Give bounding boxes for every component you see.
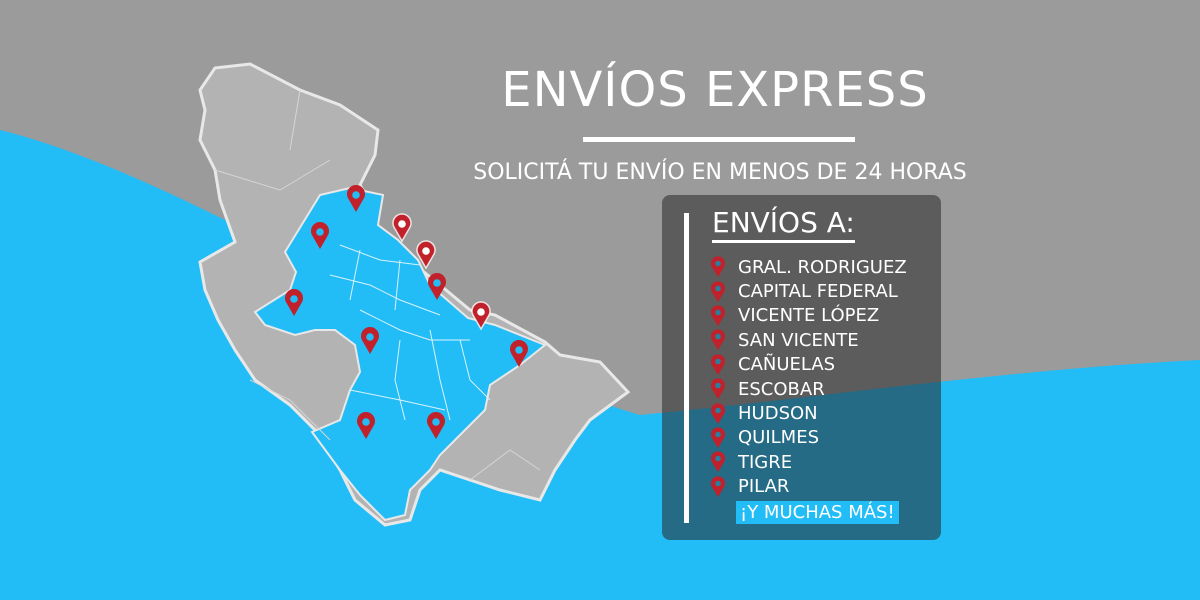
destination-item: VICENTE LÓPEZ: [710, 304, 907, 328]
destination-label: ESCOBAR: [738, 378, 825, 400]
destination-item: PILAR: [710, 475, 907, 499]
map-pins: [285, 185, 528, 439]
destination-item: ESCOBAR: [710, 377, 907, 401]
map-pin-icon: [711, 402, 725, 424]
map-pin-icon: [711, 451, 725, 473]
map-pin-icon: [427, 412, 445, 439]
map-pin-icon: [711, 427, 725, 448]
map-pin-icon: [428, 273, 446, 300]
map-pin-icon: [711, 305, 725, 326]
map-pin-icon: [285, 289, 303, 316]
destination-list: GRAL. RODRIGUEZ CAPITAL FEDERAL VICENTE LÓ…: [710, 255, 907, 499]
page-title: ENVÍOS EXPRESS: [501, 62, 929, 118]
region-map: [198, 62, 631, 527]
destination-label: CAÑUELAS: [738, 354, 836, 376]
map-pin-icon: [711, 280, 725, 302]
destination-item: CAPITAL FEDERAL: [710, 279, 907, 303]
panel-accent-bar: [684, 213, 689, 523]
map-pin-icon: [357, 412, 375, 439]
panel-title: ENVÍOS A:: [712, 207, 855, 243]
destination-label: SAN VICENTE: [738, 329, 859, 351]
map-pin-icon: [471, 301, 491, 331]
map-pin-icon: [711, 354, 725, 375]
destination-item: HUDSON: [710, 401, 907, 425]
map-pin-icon: [347, 185, 365, 212]
more-destinations-badge: ¡Y MUCHAS MÁS!: [736, 501, 899, 524]
map-pin-icon: [711, 476, 725, 497]
map-pin-icon: [416, 240, 436, 270]
district-borders: [329, 244, 491, 421]
destination-label: GRAL. RODRIGUEZ: [738, 256, 907, 278]
destination-item: CAÑUELAS: [710, 353, 907, 377]
map-pin-icon: [711, 329, 725, 351]
title-divider: [583, 137, 855, 142]
map-pin-icon: [711, 378, 725, 400]
destination-item: SAN VICENTE: [710, 328, 907, 352]
map-pin-icon: [361, 327, 379, 354]
destination-item: GRAL. RODRIGUEZ: [710, 255, 907, 279]
map-pin-icon: [311, 222, 329, 249]
destinations-panel: ENVÍOS A: GRAL. RODRIGUEZ CAPITAL FEDERAL…: [662, 195, 941, 540]
destination-label: QUILMES: [738, 427, 820, 449]
destination-label: PILAR: [738, 476, 790, 498]
destination-label: VICENTE LÓPEZ: [738, 305, 880, 327]
destination-label: TIGRE: [738, 451, 793, 473]
map-pin-icon: [392, 213, 412, 243]
subtitle: SOLICITÁ TU ENVÍO EN MENOS DE 24 HORAS: [473, 160, 967, 185]
map-pin-icon: [711, 256, 725, 278]
destination-item: TIGRE: [710, 450, 907, 474]
map-pin-icon: [510, 340, 528, 367]
gray-borders: [214, 89, 541, 481]
destination-label: CAPITAL FEDERAL: [738, 281, 898, 303]
destination-label: HUDSON: [738, 403, 818, 425]
destination-item: QUILMES: [710, 426, 907, 450]
